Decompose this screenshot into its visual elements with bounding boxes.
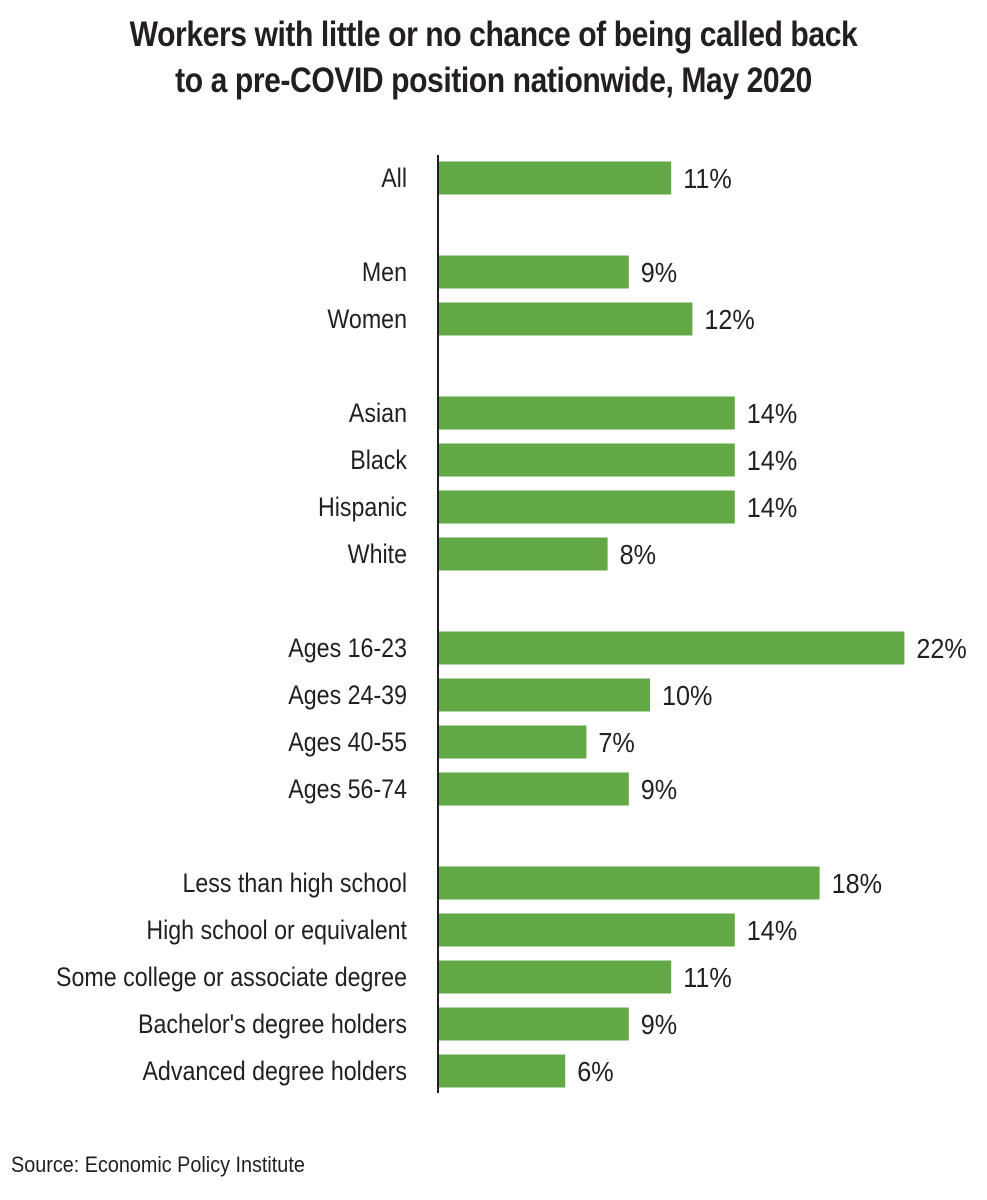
bar: [438, 302, 693, 336]
bar: [438, 725, 587, 759]
chart-title-line-2: to a pre-COVID position nationwide, May …: [175, 61, 812, 100]
bar: [438, 678, 650, 712]
category-label: Men: [362, 257, 407, 287]
bar: [438, 443, 735, 477]
data-label: 22%: [916, 633, 966, 665]
bar: [438, 960, 672, 994]
data-label: 11%: [683, 163, 732, 195]
data-label: 14%: [747, 492, 797, 524]
bar: [438, 537, 608, 571]
chart-title-line-1: Workers with little or no chance of bein…: [129, 15, 858, 54]
data-label: 14%: [747, 445, 797, 477]
bar: [438, 772, 629, 806]
category-label: Women: [327, 304, 407, 334]
data-label: 9%: [641, 257, 677, 289]
bar: [438, 255, 629, 289]
data-label: 14%: [747, 398, 797, 430]
category-label: Asian: [349, 398, 407, 428]
category-label: Some college or associate degree: [56, 962, 407, 992]
bar: [438, 1007, 629, 1041]
category-label: All: [381, 163, 407, 193]
data-label: 6%: [577, 1056, 613, 1088]
data-label: 7%: [598, 727, 634, 759]
source-note: Source: Economic Policy Institute: [11, 1152, 305, 1177]
data-label: 18%: [832, 868, 882, 900]
data-label: 11%: [683, 962, 732, 994]
data-label: 10%: [662, 680, 712, 712]
bar: [438, 161, 672, 195]
category-label: Less than high school: [182, 868, 407, 898]
bar: [438, 866, 820, 900]
category-label: Advanced degree holders: [142, 1056, 407, 1086]
data-label: 9%: [641, 774, 677, 806]
bar: [438, 913, 735, 947]
bar: [438, 396, 735, 430]
chart-title: Workers with little or no chance of bein…: [69, 12, 918, 104]
data-label: 14%: [747, 915, 797, 947]
category-label: Ages 40-55: [288, 727, 407, 757]
data-label: 12%: [704, 304, 754, 336]
category-label: Ages 56-74: [288, 774, 407, 804]
category-label: High school or equivalent: [146, 915, 407, 945]
category-label: Ages 24-39: [288, 680, 407, 710]
data-label: 9%: [641, 1009, 677, 1041]
category-label: Hispanic: [318, 492, 407, 522]
category-label: Bachelor's degree holders: [138, 1009, 407, 1039]
data-label: 8%: [620, 539, 656, 571]
bar: [438, 631, 905, 665]
bar: [438, 1054, 566, 1088]
category-label: Ages 16-23: [288, 633, 407, 663]
bar: [438, 490, 735, 524]
category-label: White: [348, 539, 407, 569]
category-label: Black: [350, 445, 407, 475]
